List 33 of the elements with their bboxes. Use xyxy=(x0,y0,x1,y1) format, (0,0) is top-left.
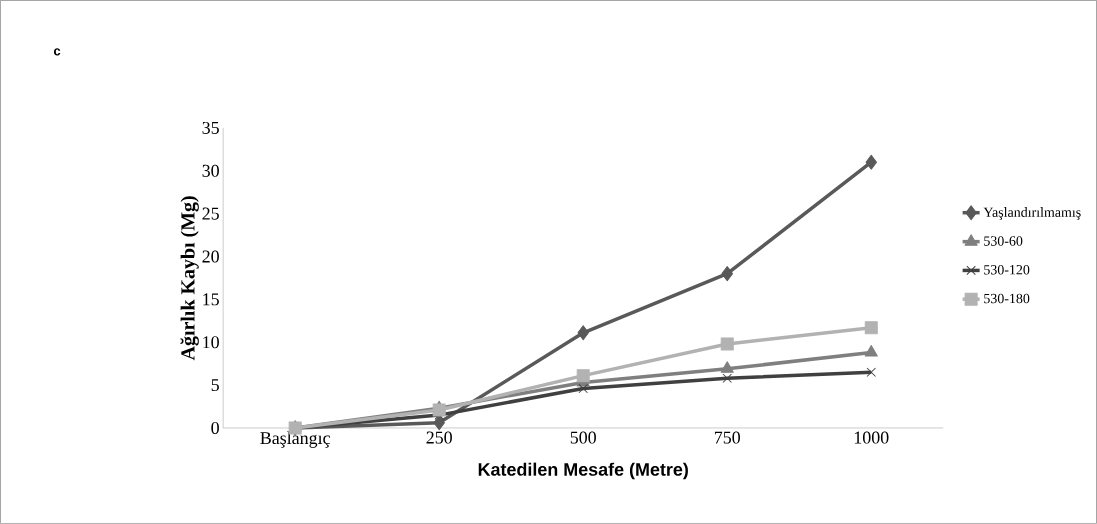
legend-label: 530-120 xyxy=(984,265,1030,275)
x-tick-label: 250 xyxy=(426,431,452,444)
y-axis-title: Ağırlık Kaybı (Mg) xyxy=(180,196,199,361)
legend-label: Yaşlandırılmamış xyxy=(983,207,1081,220)
y-tick-label: 30 xyxy=(202,164,219,177)
y-tick-label: 20 xyxy=(202,250,219,263)
x-tick-label: 500 xyxy=(570,431,596,444)
point xyxy=(721,266,733,282)
point xyxy=(864,321,878,335)
x-tick-label: 1000 xyxy=(854,431,889,444)
y-tick-label: 0 xyxy=(211,421,219,435)
point xyxy=(866,367,877,378)
point xyxy=(722,373,732,384)
x-tick-label: Başlangıç xyxy=(260,431,330,448)
point xyxy=(433,415,445,431)
point xyxy=(864,345,878,357)
text: c xyxy=(53,48,61,56)
point xyxy=(577,325,589,341)
point xyxy=(865,154,878,170)
point xyxy=(432,403,446,417)
point xyxy=(576,369,590,383)
y-tick-label: 15 xyxy=(203,293,219,306)
y-tick-label: 35 xyxy=(202,121,219,134)
x-tick-label: 750 xyxy=(714,431,740,444)
point xyxy=(578,383,588,394)
y-tick-label: 10 xyxy=(203,336,219,349)
y-tick-label: 5 xyxy=(211,379,219,392)
point xyxy=(720,361,734,373)
y-tick-label: 25 xyxy=(202,207,219,220)
legend-label: 530-180 xyxy=(984,293,1030,304)
legend-label: 530-60 xyxy=(984,236,1023,246)
point xyxy=(720,337,734,351)
x-axis-title: Katedilen Mesafe (Metre) xyxy=(478,462,688,480)
